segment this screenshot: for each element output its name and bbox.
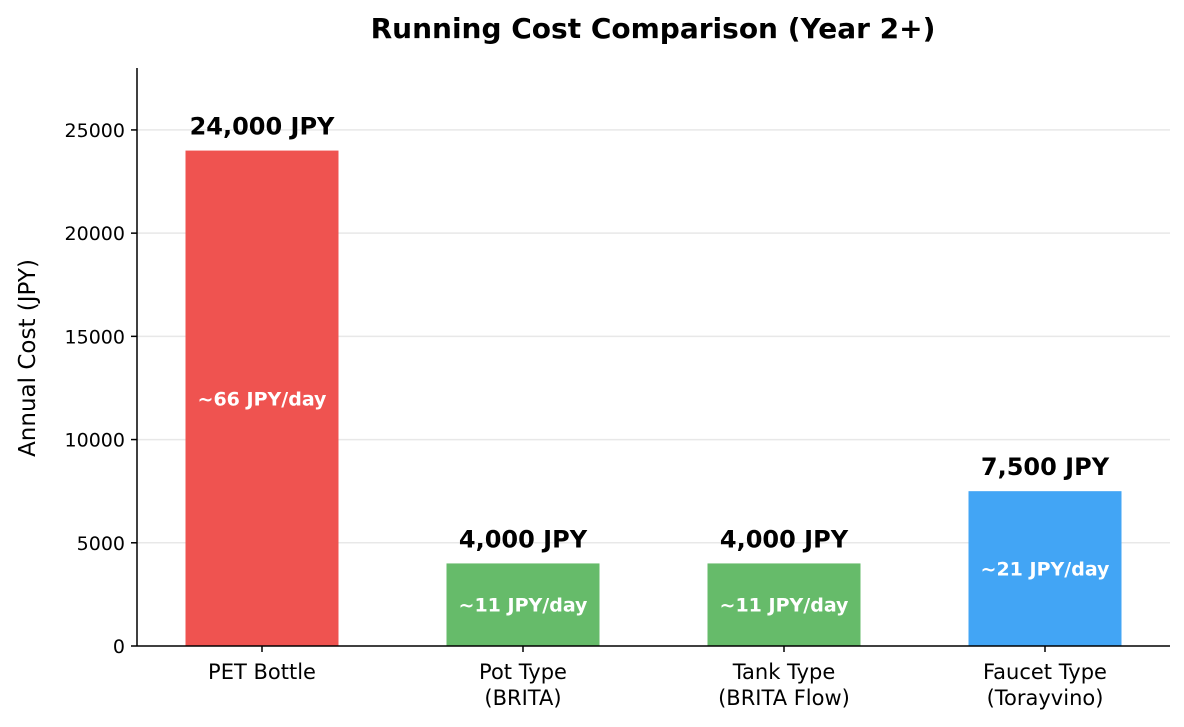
x-tick-label: Faucet Type (983, 660, 1107, 684)
daily-cost-label: ~66 JPY/day (198, 388, 328, 410)
daily-cost-label: ~21 JPY/day (981, 559, 1111, 581)
value-label: 4,000 JPY (720, 525, 849, 553)
x-tick-label: (BRITA Flow) (718, 686, 850, 710)
x-tick-label: Pot Type (479, 660, 567, 684)
y-tick-label: 15000 (65, 326, 125, 348)
y-tick-label: 0 (113, 636, 125, 658)
y-tick-label: 20000 (65, 223, 125, 245)
daily-cost-label: ~11 JPY/day (720, 595, 850, 617)
x-tick-label: Tank Type (732, 660, 836, 684)
y-tick-label: 25000 (65, 120, 125, 142)
bar-labels: 24,000 JPY ~66 JPY/day 4,000 JPY ~11 JPY/da… (190, 113, 1110, 617)
bar (707, 563, 861, 646)
y-tick-label: 5000 (77, 533, 125, 555)
y-tick-label: 10000 (65, 430, 125, 452)
axes: 0 5000 10000 15000 20000 25000 PET Bottle Pot T… (65, 68, 1170, 710)
value-label: 4,000 JPY (459, 525, 588, 553)
x-tick-label: (Torayvino) (987, 686, 1104, 710)
bar (968, 491, 1122, 646)
bar (446, 563, 600, 646)
x-tick-label: (BRITA) (484, 686, 561, 710)
value-label: 24,000 JPY (190, 113, 335, 141)
chart-title: Running Cost Comparison (Year 2+) (371, 12, 936, 45)
y-axis-label: Annual Cost (JPY) (15, 259, 41, 457)
daily-cost-label: ~11 JPY/day (459, 595, 589, 617)
value-label: 7,500 JPY (981, 453, 1110, 481)
bar (185, 150, 339, 647)
x-tick-label: PET Bottle (208, 660, 316, 684)
bars (185, 150, 1122, 647)
